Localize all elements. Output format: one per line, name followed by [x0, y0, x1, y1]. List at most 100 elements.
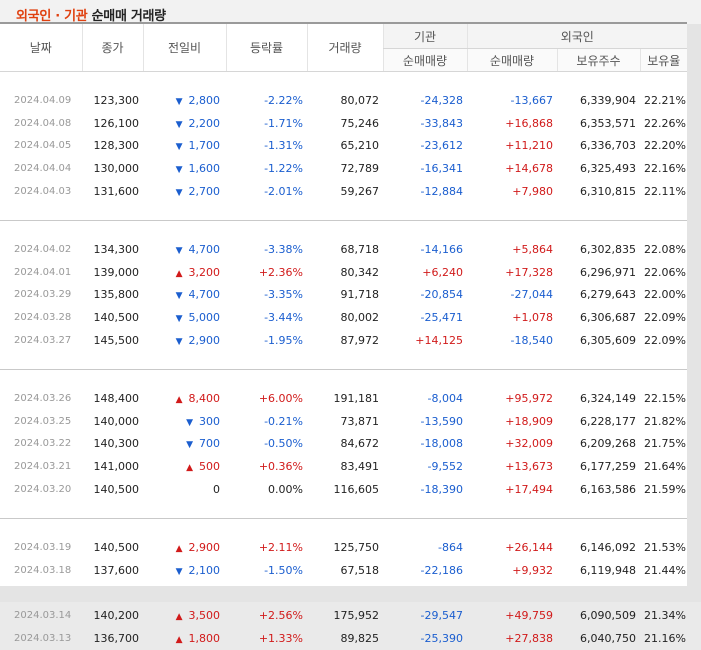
cell-date: 2024.04.04 — [14, 163, 72, 175]
cell-foreign-hold: 6,302,835 — [580, 242, 636, 256]
cell-volume: 83,491 — [340, 460, 380, 474]
cell-change: ▲ 3,500 — [143, 604, 226, 627]
cell-volume: 68,718 — [340, 242, 380, 256]
cell-inst-net: -24,328 — [420, 93, 463, 107]
table-row: 2024.03.20 140,500 0 0.00% 116,605 -18,390 +17… — [0, 478, 687, 501]
cell-change: ▼ 700 — [143, 433, 226, 456]
change-value: 1,700 — [188, 139, 221, 153]
cell-inst-net: -18,008 — [420, 437, 463, 451]
cell-close: 126,100 — [93, 116, 140, 130]
cell-rate: -1.71% — [264, 116, 303, 130]
header-volume: 거래량 — [306, 24, 383, 72]
cell-change: ▼ 4,700 — [143, 238, 226, 261]
cell-foreign-hold: 6,119,948 — [580, 563, 636, 577]
cell-date: 2024.03.13 — [14, 633, 72, 645]
cell-foreign-ratio: 21.16% — [644, 632, 686, 646]
cell-close: 141,000 — [93, 460, 140, 474]
title-rest: 순매매 거래량 — [87, 9, 167, 24]
cell-volume: 59,267 — [340, 185, 380, 199]
cell-close: 148,400 — [93, 391, 140, 405]
cell-volume: 191,181 — [333, 391, 380, 405]
group-spacer — [0, 519, 687, 536]
arrow-up-icon: ▲ — [175, 543, 183, 554]
table-body: 2024.04.09 123,300 ▼ 2,800 -2.22% 80,072 -24,3… — [0, 72, 688, 650]
cell-foreign-hold: 6,306,687 — [580, 311, 636, 325]
cell-foreign-net: +13,673 — [505, 460, 553, 474]
cell-foreign-net: +14,678 — [505, 162, 553, 176]
cell-inst-net: +14,125 — [415, 334, 463, 348]
change-value: 1,600 — [188, 162, 221, 176]
cell-inst-net: -8,004 — [427, 391, 463, 405]
spacer-cell — [0, 501, 687, 519]
cell-foreign-hold: 6,310,815 — [580, 185, 636, 199]
cell-rate: -3.44% — [264, 311, 303, 325]
change-value: 2,700 — [188, 185, 221, 199]
group-divider — [0, 518, 688, 519]
cell-date: 2024.04.02 — [14, 243, 72, 255]
cell-foreign-hold: 6,353,571 — [580, 116, 636, 130]
page-frame: 외국인 · 기관 순매매 거래량 날짜 종가 전일비 등락률 거래량 기관 외국… — [0, 5, 701, 646]
change-value: 2,800 — [188, 93, 221, 107]
cell-date: 2024.03.26 — [14, 392, 72, 404]
cell-foreign-hold: 6,209,268 — [580, 437, 636, 451]
cell-foreign-net: +9,932 — [512, 563, 553, 577]
spacer-cell — [0, 352, 687, 370]
cell-change: ▼ 4,700 — [143, 284, 226, 307]
cell-close: 140,000 — [93, 414, 140, 428]
cell-foreign-ratio: 22.26% — [644, 116, 686, 130]
cell-foreign-net: -27,044 — [510, 288, 553, 302]
cell-change: ▼ 1,600 — [143, 157, 226, 180]
cell-volume: 175,952 — [333, 609, 380, 623]
change-value: 4,700 — [188, 242, 221, 256]
cell-volume: 91,718 — [340, 288, 380, 302]
cell-rate: +0.36% — [258, 460, 303, 474]
cell-volume: 73,871 — [340, 414, 380, 428]
change-value: 2,900 — [188, 334, 221, 348]
cell-foreign-ratio: 22.20% — [644, 139, 686, 153]
cell-foreign-ratio: 22.08% — [644, 242, 686, 256]
cell-close: 140,500 — [93, 540, 140, 554]
change-value: 500 — [199, 460, 220, 474]
cell-date: 2024.03.28 — [14, 312, 72, 324]
cell-rate: +2.11% — [258, 540, 303, 554]
change-value: 3,200 — [188, 265, 221, 279]
change-value: 300 — [199, 414, 220, 428]
cell-inst-net: -12,884 — [420, 185, 463, 199]
group-spacer — [0, 370, 687, 387]
header-close: 종가 — [81, 24, 143, 72]
cell-foreign-net: -18,540 — [510, 334, 553, 348]
cell-volume: 125,750 — [333, 540, 380, 554]
divider-cell — [0, 220, 688, 221]
arrow-down-icon: ▼ — [175, 291, 183, 302]
cell-foreign-hold: 6,325,493 — [580, 162, 636, 176]
change-value: 700 — [199, 437, 220, 451]
cell-date: 2024.04.05 — [14, 140, 72, 152]
arrow-up-icon: ▲ — [175, 635, 183, 646]
table-row: 2024.03.27 145,500 ▼ 2,900 -1.95% 87,972 +14,1… — [0, 329, 687, 352]
cell-change: ▲ 2,900 — [143, 536, 226, 559]
arrow-down-icon: ▼ — [175, 188, 183, 199]
cell-volume: 65,210 — [340, 139, 380, 153]
cell-close: 139,000 — [93, 265, 140, 279]
cell-close: 135,800 — [93, 288, 140, 302]
table-row: 2024.04.02 134,300 ▼ 4,700 -3.38% 68,718 -14,1… — [0, 238, 687, 261]
group-spacer — [0, 221, 687, 238]
table-row: 2024.04.05 128,300 ▼ 1,700 -1.31% 65,210 -23,6… — [0, 135, 687, 158]
cell-foreign-ratio: 22.09% — [644, 334, 686, 348]
table-row: 2024.03.28 140,500 ▼ 5,000 -3.44% 80,002 -25,4… — [0, 306, 687, 329]
cell-foreign-net: +27,838 — [505, 632, 553, 646]
cell-change: ▼ 5,000 — [143, 306, 226, 329]
cell-foreign-net: +18,909 — [505, 414, 553, 428]
cell-volume: 116,605 — [333, 483, 380, 497]
cell-foreign-net: +26,144 — [505, 540, 553, 554]
cell-inst-net: -18,390 — [420, 483, 463, 497]
cell-foreign-ratio: 22.16% — [644, 162, 686, 176]
table-row: 2024.04.01 139,000 ▲ 3,200 +2.36% 80,342 +6,24… — [0, 261, 687, 284]
divider-cell — [0, 518, 688, 519]
section-title: 외국인 · 기관 순매매 거래량 — [16, 5, 167, 24]
cell-volume: 80,072 — [340, 93, 380, 107]
trading-table-panel: 날짜 종가 전일비 등락률 거래량 기관 외국인 순매매량 순매매량 보유주수 … — [0, 22, 688, 645]
cell-inst-net: -33,843 — [420, 116, 463, 130]
spacer-cell — [0, 370, 687, 387]
cell-foreign-ratio: 22.09% — [644, 311, 686, 325]
